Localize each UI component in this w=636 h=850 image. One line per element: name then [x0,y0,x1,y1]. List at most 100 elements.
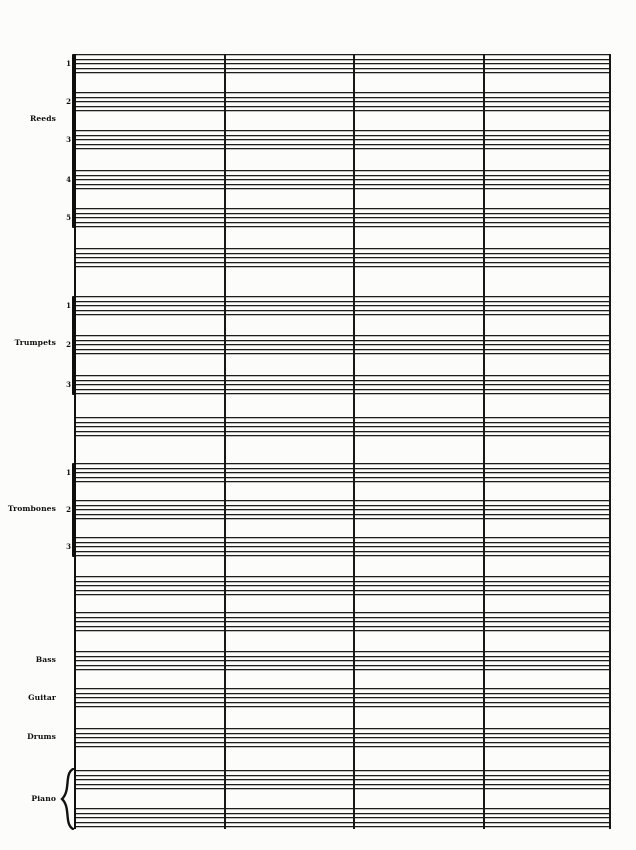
staff-line [75,500,610,502]
staff-line [75,481,610,484]
staff-number: 3 [66,379,71,389]
staff-number: 1 [66,58,71,68]
staff-line [75,504,610,507]
staff-number: 2 [66,96,71,106]
staff-line [75,266,610,269]
instrument-label: Drums [27,732,56,741]
staff-line [75,143,610,146]
staff-line [75,817,610,820]
staff-line [75,72,610,75]
staff [75,651,610,672]
staff-line [75,305,610,308]
staff-number: 1 [66,300,71,310]
piano-brace-icon [58,768,76,830]
staff-line [75,664,610,667]
staff-line [75,630,610,633]
instrument-label: Guitar [28,693,56,702]
staff-line [75,580,610,583]
staff-line [75,821,610,824]
staff [75,537,610,558]
staff-line [75,221,610,224]
staff-line [75,541,610,544]
staff-line [75,612,610,614]
staff-line [75,737,610,740]
staff-line [75,741,610,744]
staff-line [75,625,610,628]
staff-line [75,430,610,433]
staff-line [75,509,610,512]
staff [75,728,610,749]
staff-line [75,296,610,298]
staff-line [75,732,610,735]
measure-barline [353,54,355,829]
instrument-label: Piano [31,794,56,803]
staff-line [75,101,610,104]
staff-line [75,300,610,303]
staff-line [75,134,610,137]
staff-line [75,701,610,704]
staff-number: 5 [66,212,71,222]
staff-line [75,384,610,387]
staff [75,500,610,521]
staff-line [75,463,610,465]
system-right-barline [609,54,611,829]
staff [75,576,610,597]
staff-line [75,417,610,419]
staff-line [75,513,610,516]
staff-number: 2 [66,339,71,349]
staff-line [75,348,610,351]
staff-line [75,261,610,264]
staff-line [75,546,610,549]
staff-line [75,148,610,151]
staff [75,770,610,791]
staff [75,248,610,269]
staff-number: 1 [66,467,71,477]
instrument-label: Reeds [29,114,56,123]
staff-line [75,655,610,658]
staff-line [75,388,610,391]
staff-line [75,257,610,260]
staff-line [75,808,610,810]
staff-line [75,594,610,597]
staff-line [75,421,610,424]
staff-line [75,67,610,70]
staff-line [75,706,610,709]
measure-barline [224,54,226,829]
staff-line [75,309,610,312]
staff-line [75,476,610,479]
staff-line [75,692,610,695]
staff-line [75,651,610,653]
staff-line [75,774,610,777]
staff [75,375,610,396]
staff-line [75,188,610,191]
staff-line [75,183,610,186]
staff [75,92,610,113]
staff-line [75,426,610,429]
staff-line [75,616,610,619]
staff-line [75,335,610,337]
staff-line [75,770,610,772]
staff-line [75,728,610,730]
staff-line [75,585,610,588]
staff-line [75,217,610,220]
group-bracket-bar [72,463,76,557]
staff [75,54,610,75]
staff-line [75,537,610,539]
staff [75,296,610,317]
staff-line [75,130,610,132]
staff-line [75,252,610,255]
staff [75,170,610,191]
staff-line [75,472,610,475]
staff-line [75,226,610,229]
staff [75,130,610,151]
staff-line [75,170,610,172]
staff-line [75,248,610,250]
staff-line [75,179,610,182]
staff-line [75,555,610,558]
staff-line [75,379,610,382]
staff-number: 4 [66,174,71,184]
staff [75,208,610,229]
staff-number: 2 [66,504,71,514]
staff [75,688,610,709]
staff-line [75,783,610,786]
